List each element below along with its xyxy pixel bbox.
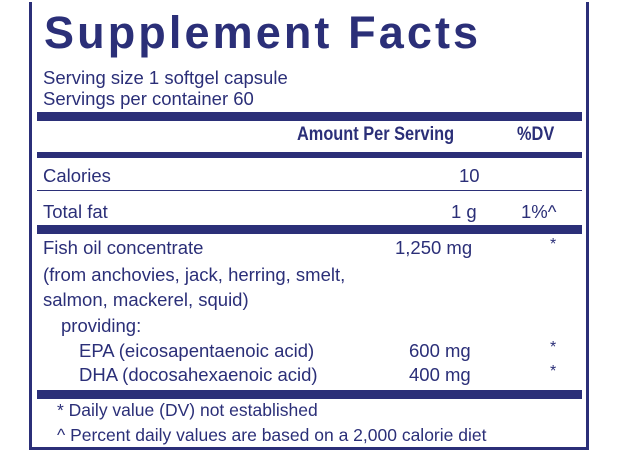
fish-oil-dv: *	[550, 236, 557, 253]
epa-dv: *	[550, 339, 557, 356]
footnote-dv-not-established: * Daily value (DV) not established	[57, 400, 318, 420]
dha-label: DHA (docosahexaenoic acid)	[79, 364, 318, 385]
epa-amount: 600 mg	[409, 340, 471, 361]
divider-thick-top	[37, 112, 582, 121]
divider-header	[37, 152, 582, 158]
supplement-facts-panel: Supplement Facts Serving size 1 softgel …	[29, 2, 589, 450]
header-percent-dv: %DV	[517, 124, 555, 145]
fish-oil-source-line: (from anchovies, jack, herring, smelt,	[43, 264, 346, 285]
fish-oil-label: Fish oil concentrate	[43, 237, 204, 258]
row-total-fat-amount: 1 g	[451, 201, 477, 222]
row-calories-amount: 10	[459, 165, 480, 186]
providing-label: providing:	[61, 315, 142, 336]
row-total-fat-dv: 1%^	[521, 201, 557, 222]
divider-row	[37, 190, 582, 191]
epa-label: EPA (eicosapentaenoic acid)	[79, 340, 315, 361]
dha-amount: 400 mg	[409, 364, 471, 385]
row-total-fat-label: Total fat	[43, 201, 108, 222]
fish-oil-amount: 1,250 mg	[395, 237, 473, 258]
footnote-percent-daily-values: ^ Percent daily values are based on a 2,…	[57, 425, 487, 445]
dha-dv: *	[550, 363, 557, 380]
divider-thick-bottom	[37, 390, 582, 399]
servings-per-container: Servings per container 60	[43, 88, 254, 109]
header-amount-per-serving: Amount Per Serving	[297, 124, 455, 145]
panel-title: Supplement Facts	[44, 7, 482, 58]
row-calories-label: Calories	[43, 165, 111, 186]
fish-oil-source-line: salmon, mackerel, squid)	[43, 289, 249, 310]
divider-thick-middle	[37, 225, 582, 234]
serving-size: Serving size 1 softgel capsule	[43, 67, 288, 88]
